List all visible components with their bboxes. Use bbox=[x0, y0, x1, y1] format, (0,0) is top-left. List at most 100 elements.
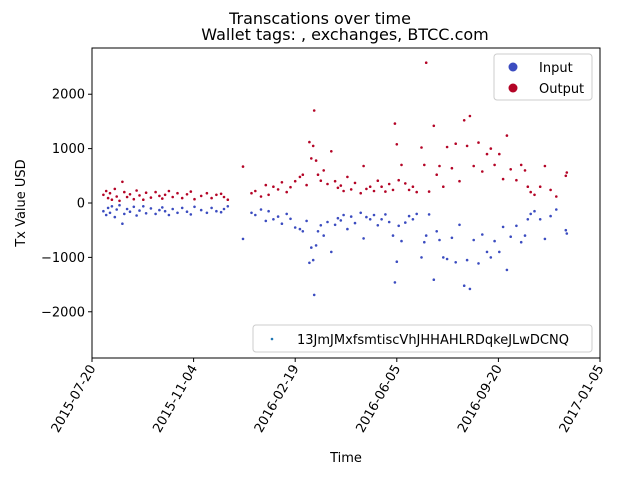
point-input bbox=[254, 213, 257, 217]
point-input bbox=[450, 236, 454, 240]
point-input bbox=[310, 246, 313, 249]
point-output bbox=[505, 134, 509, 137]
point-output bbox=[458, 179, 461, 183]
point-output bbox=[254, 189, 257, 193]
point-output bbox=[450, 166, 454, 170]
point-input bbox=[241, 237, 245, 241]
point-output bbox=[132, 197, 136, 201]
point-output bbox=[272, 185, 275, 188]
point-output bbox=[189, 190, 193, 193]
point-input bbox=[376, 224, 380, 227]
point-input bbox=[538, 218, 542, 221]
point-input bbox=[326, 220, 329, 224]
point-output bbox=[289, 185, 292, 189]
point-input bbox=[505, 268, 509, 272]
point-output bbox=[163, 193, 167, 197]
legend-output-marker bbox=[508, 83, 518, 93]
point-output bbox=[158, 194, 161, 198]
point-output bbox=[519, 163, 523, 167]
y-tick-label: 1000 bbox=[52, 142, 85, 157]
point-input bbox=[280, 222, 284, 225]
y-tick-label: 2000 bbox=[52, 88, 85, 103]
point-input bbox=[359, 211, 363, 215]
point-input bbox=[123, 212, 126, 216]
point-output bbox=[167, 189, 171, 193]
point-input bbox=[420, 256, 423, 259]
point-input bbox=[104, 213, 108, 217]
legend-bottom: 13JmJMxfsmtiscVhJHHAHLRDqkeJLwDCNQ bbox=[252, 324, 593, 353]
point-output bbox=[427, 190, 431, 193]
point-input bbox=[543, 237, 547, 241]
point-input bbox=[222, 207, 226, 211]
point-input bbox=[176, 211, 179, 215]
point-input bbox=[349, 215, 353, 218]
point-input bbox=[250, 211, 253, 215]
point-input bbox=[210, 206, 213, 210]
point-input bbox=[125, 207, 129, 211]
point-input bbox=[411, 218, 415, 221]
point-input bbox=[395, 260, 399, 264]
point-input bbox=[267, 209, 270, 213]
x-tick-label: 2015-11-04 bbox=[150, 363, 201, 436]
point-output bbox=[442, 185, 445, 188]
point-input bbox=[481, 233, 484, 236]
point-input bbox=[529, 212, 532, 216]
point-output bbox=[316, 173, 320, 176]
x-tick-label: 2015-07-20 bbox=[49, 363, 100, 436]
point-output bbox=[368, 185, 372, 188]
point-input bbox=[438, 238, 441, 242]
point-output bbox=[199, 194, 203, 198]
point-input bbox=[458, 223, 461, 227]
point-input bbox=[289, 217, 292, 221]
point-output bbox=[113, 187, 117, 191]
point-input bbox=[193, 205, 196, 209]
point-output bbox=[462, 119, 466, 122]
point-output bbox=[312, 109, 316, 112]
point-output bbox=[154, 190, 157, 194]
x-axis-label: Time bbox=[329, 451, 362, 466]
point-output bbox=[445, 145, 449, 149]
point-output bbox=[104, 189, 108, 193]
point-output bbox=[285, 190, 289, 194]
point-output bbox=[465, 144, 469, 148]
point-input bbox=[154, 212, 157, 216]
point-input bbox=[465, 258, 469, 262]
point-output bbox=[538, 185, 542, 188]
point-output bbox=[555, 195, 558, 198]
point-output bbox=[529, 190, 532, 194]
point-input bbox=[489, 256, 493, 259]
point-output bbox=[454, 142, 458, 145]
chart-title: Wallet tags: , exchanges, BTCC.com bbox=[201, 25, 488, 44]
point-output bbox=[171, 195, 174, 199]
point-output bbox=[407, 188, 411, 192]
point-input bbox=[132, 205, 136, 209]
point-output bbox=[102, 193, 105, 197]
point-output bbox=[365, 187, 368, 191]
point-input bbox=[432, 278, 436, 282]
point-input bbox=[163, 209, 167, 213]
point-output bbox=[219, 192, 223, 196]
point-input bbox=[380, 218, 383, 221]
point-input bbox=[472, 238, 476, 242]
point-input bbox=[362, 237, 365, 240]
point-input bbox=[319, 224, 323, 227]
point-input bbox=[523, 234, 527, 237]
point-input bbox=[314, 244, 318, 247]
point-output bbox=[135, 189, 138, 192]
point-output bbox=[498, 152, 501, 156]
point-output bbox=[468, 114, 472, 118]
point-input bbox=[316, 230, 320, 233]
point-output bbox=[298, 175, 302, 179]
point-output bbox=[424, 61, 428, 64]
point-output bbox=[420, 146, 423, 149]
point-input bbox=[384, 213, 387, 216]
point-input bbox=[312, 293, 316, 297]
point-input bbox=[526, 218, 530, 221]
point-input bbox=[219, 210, 223, 214]
point-input bbox=[427, 213, 431, 216]
points-layer bbox=[102, 61, 569, 297]
point-output bbox=[501, 177, 505, 181]
point-input bbox=[135, 214, 138, 217]
point-output bbox=[432, 124, 436, 128]
point-input bbox=[108, 211, 112, 215]
